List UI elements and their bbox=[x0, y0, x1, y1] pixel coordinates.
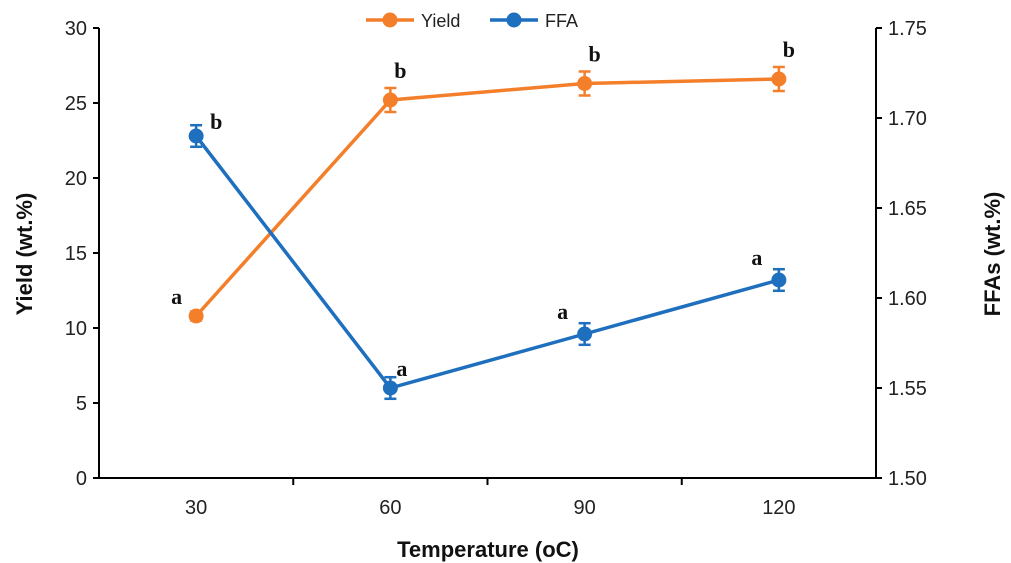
significance-label: a bbox=[751, 245, 762, 270]
legend-label: FFA bbox=[545, 11, 578, 31]
x-tick-label: 30 bbox=[185, 497, 207, 519]
y-left-tick-label: 10 bbox=[65, 318, 87, 340]
significance-label: b bbox=[589, 42, 601, 67]
significance-label: b bbox=[783, 37, 795, 62]
x-axis-title: Temperature (oC) bbox=[397, 537, 579, 562]
x-tick-label: 120 bbox=[762, 497, 795, 519]
significance-label: a bbox=[396, 356, 407, 381]
y-right-axis-title: FFAs (wt.%) bbox=[980, 192, 1005, 317]
y-left-tick-label: 25 bbox=[65, 93, 87, 115]
legend: Yield FFA bbox=[366, 11, 578, 31]
series-line-ffa bbox=[194, 134, 780, 390]
y-right-tick-label: 1.50 bbox=[888, 468, 927, 490]
legend-swatch-marker bbox=[506, 12, 522, 28]
data-point-yield bbox=[771, 71, 787, 87]
significance-label: a bbox=[171, 284, 182, 309]
x-tick-label: 90 bbox=[574, 497, 596, 519]
data-point-ffa bbox=[771, 272, 787, 288]
series-line-yield bbox=[194, 77, 779, 318]
significance-label: a bbox=[557, 299, 568, 324]
series-layer: a b b b b a a a bbox=[171, 37, 795, 401]
y-right-tick-label: 1.55 bbox=[888, 378, 927, 400]
y-left-tick-label: 20 bbox=[65, 168, 87, 190]
y-left-axis-title: Yield (wt.%) bbox=[12, 193, 37, 316]
data-point-yield bbox=[188, 308, 204, 324]
y-left-tick-label: 15 bbox=[65, 243, 87, 265]
axes bbox=[93, 27, 882, 485]
legend-swatch-marker bbox=[382, 12, 398, 28]
y-right-tick-label: 1.70 bbox=[888, 108, 927, 130]
tick-labels: 0 5 10 15 20 25 30 1.50 1.55 1.60 1.65 1.70 1.75 30 60… bbox=[65, 18, 927, 519]
y-right-tick-label: 1.75 bbox=[888, 18, 927, 40]
y-right-tick-label: 1.65 bbox=[888, 198, 927, 220]
y-right-tick-label: 1.60 bbox=[888, 288, 927, 310]
y-left-tick-label: 30 bbox=[65, 18, 87, 40]
legend-label: Yield bbox=[421, 11, 460, 31]
data-point-yield bbox=[382, 92, 398, 108]
data-point-ffa bbox=[188, 128, 204, 144]
data-point-ffa bbox=[382, 380, 398, 396]
significance-label: b bbox=[394, 58, 406, 83]
x-tick-label: 60 bbox=[379, 497, 401, 519]
y-left-tick-label: 5 bbox=[76, 393, 87, 415]
significance-label: b bbox=[210, 109, 222, 134]
data-point-yield bbox=[577, 76, 593, 91]
data-point-ffa bbox=[577, 326, 593, 342]
y-left-tick-label: 0 bbox=[76, 468, 87, 490]
